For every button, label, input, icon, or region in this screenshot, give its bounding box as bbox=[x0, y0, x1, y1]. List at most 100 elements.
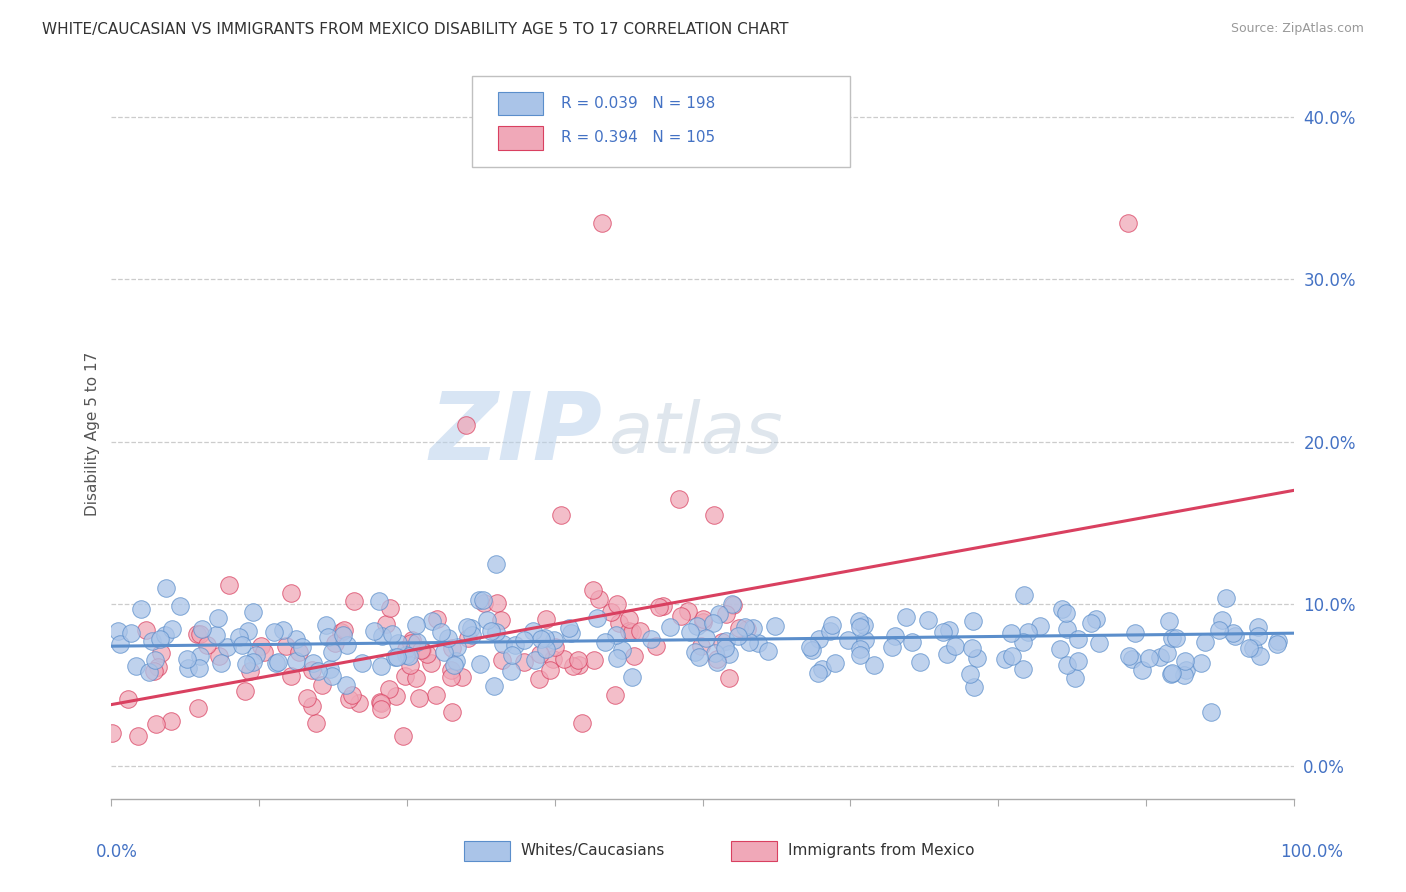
Point bbox=[1050, 602, 1073, 616]
Point bbox=[430, 624, 453, 639]
Point bbox=[332, 623, 354, 637]
Point bbox=[1208, 623, 1230, 637]
Point bbox=[553, 651, 575, 665]
Point bbox=[363, 624, 385, 639]
Point bbox=[1241, 640, 1264, 655]
Point bbox=[378, 600, 401, 615]
Point bbox=[321, 645, 343, 659]
Point bbox=[441, 705, 464, 719]
Point bbox=[228, 630, 250, 644]
Point bbox=[1017, 624, 1039, 639]
Point bbox=[1149, 650, 1171, 665]
Point bbox=[150, 646, 173, 660]
Point bbox=[271, 623, 294, 637]
Point bbox=[1267, 634, 1289, 648]
Point bbox=[432, 645, 454, 659]
Point bbox=[231, 639, 253, 653]
Point bbox=[536, 612, 558, 626]
Text: WHITE/CAUCASIAN VS IMMIGRANTS FROM MEXICO DISABILITY AGE 5 TO 17 CORRELATION CHA: WHITE/CAUCASIAN VS IMMIGRANTS FROM MEXIC… bbox=[42, 22, 789, 37]
Point bbox=[304, 716, 326, 731]
Point bbox=[472, 595, 495, 609]
Point bbox=[284, 632, 307, 647]
Point bbox=[1215, 591, 1237, 606]
Point bbox=[145, 717, 167, 731]
Text: Source: ZipAtlas.com: Source: ZipAtlas.com bbox=[1230, 22, 1364, 36]
Point bbox=[491, 613, 513, 627]
Point bbox=[468, 657, 491, 671]
Point bbox=[962, 641, 984, 656]
Point bbox=[704, 646, 727, 660]
Point bbox=[1160, 666, 1182, 681]
Point bbox=[267, 655, 290, 669]
Point bbox=[263, 625, 285, 640]
Point bbox=[426, 612, 449, 626]
Point bbox=[394, 669, 416, 683]
Point bbox=[454, 418, 477, 433]
Point bbox=[242, 655, 264, 669]
Text: R = 0.039   N = 198: R = 0.039 N = 198 bbox=[561, 96, 714, 112]
Point bbox=[387, 636, 409, 650]
Point bbox=[669, 608, 692, 623]
Point bbox=[1011, 662, 1033, 676]
Point bbox=[301, 699, 323, 714]
Point bbox=[543, 632, 565, 647]
Point bbox=[527, 672, 550, 686]
Point bbox=[538, 663, 561, 677]
Point bbox=[561, 659, 583, 673]
Point bbox=[1121, 652, 1143, 666]
Point bbox=[143, 664, 166, 678]
Point bbox=[593, 635, 616, 649]
Point bbox=[849, 648, 872, 662]
Point bbox=[848, 614, 870, 628]
Point bbox=[718, 671, 741, 685]
Point bbox=[1174, 654, 1197, 668]
Point bbox=[479, 624, 502, 638]
Point bbox=[607, 616, 630, 631]
Point bbox=[371, 629, 394, 643]
Point bbox=[821, 618, 844, 632]
Point bbox=[706, 655, 728, 669]
Point bbox=[756, 644, 779, 658]
Point bbox=[280, 585, 302, 599]
Point bbox=[499, 664, 522, 678]
Point bbox=[127, 729, 149, 743]
Point bbox=[385, 689, 408, 703]
Point bbox=[591, 216, 613, 230]
Point bbox=[405, 672, 427, 686]
Point bbox=[274, 639, 297, 653]
Point bbox=[1199, 705, 1222, 719]
Point bbox=[606, 651, 628, 665]
Point bbox=[1028, 619, 1050, 633]
Point bbox=[242, 605, 264, 619]
Text: 100.0%: 100.0% bbox=[1279, 843, 1343, 861]
Point bbox=[1194, 634, 1216, 648]
Point bbox=[419, 656, 441, 670]
Point bbox=[160, 714, 183, 728]
Point bbox=[668, 491, 690, 506]
Point bbox=[567, 653, 589, 667]
Point bbox=[1084, 612, 1107, 626]
Point bbox=[737, 622, 759, 636]
Point bbox=[1054, 607, 1077, 621]
Point bbox=[747, 636, 769, 650]
Point bbox=[763, 619, 786, 633]
Point bbox=[266, 656, 288, 670]
Point bbox=[966, 651, 988, 665]
Point bbox=[600, 605, 623, 619]
Point bbox=[409, 643, 432, 657]
Point bbox=[291, 640, 314, 654]
Point bbox=[149, 632, 172, 646]
Point bbox=[332, 627, 354, 641]
Point bbox=[1161, 666, 1184, 681]
Text: 0.0%: 0.0% bbox=[96, 843, 138, 861]
Point bbox=[315, 618, 337, 632]
Point bbox=[606, 598, 628, 612]
Point bbox=[1249, 649, 1271, 664]
Point bbox=[370, 702, 392, 716]
Point bbox=[524, 653, 547, 667]
Point bbox=[1156, 646, 1178, 660]
Point bbox=[187, 701, 209, 715]
Point bbox=[1161, 632, 1184, 646]
Point bbox=[485, 596, 508, 610]
Point bbox=[482, 679, 505, 693]
